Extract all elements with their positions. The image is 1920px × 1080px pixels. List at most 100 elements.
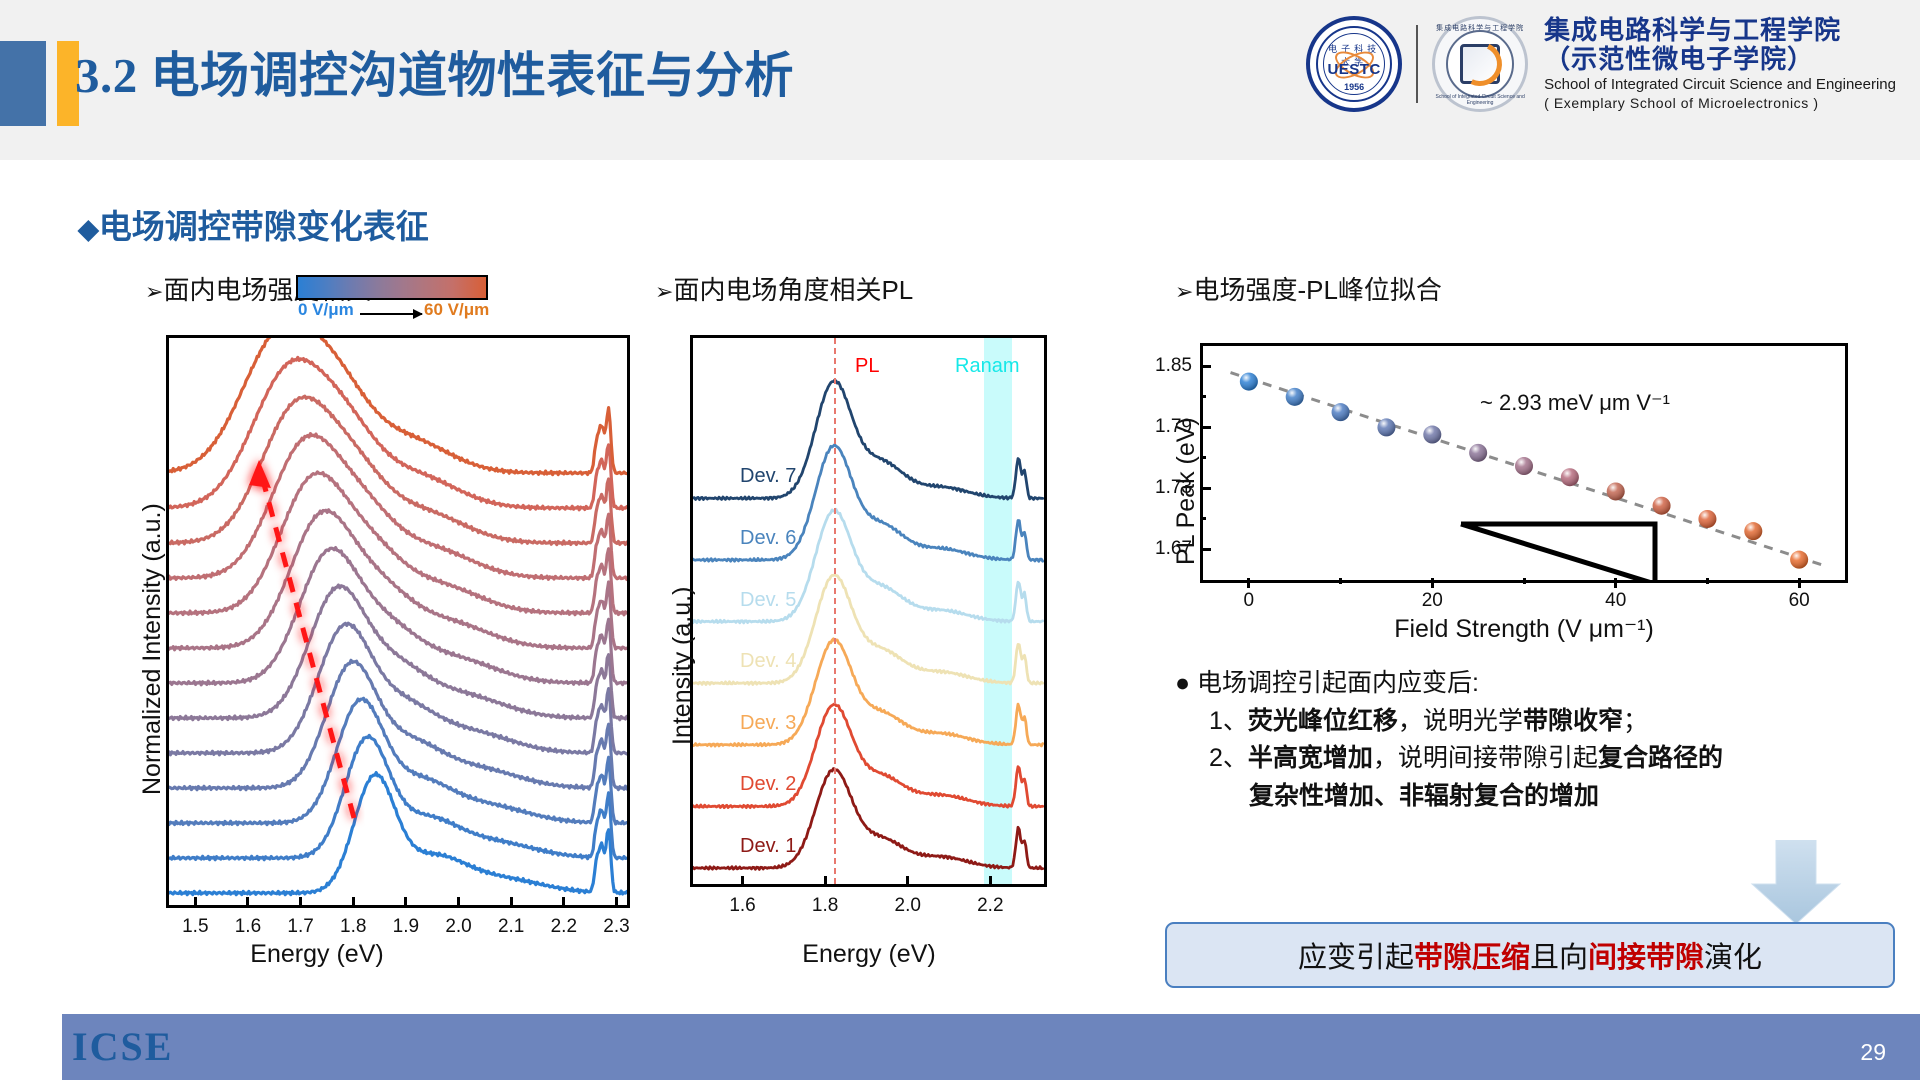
chart3-ytick-mark — [1200, 547, 1211, 551]
page-title: 3.2 电场调控沟道物性表征与分析 — [75, 48, 795, 103]
chart3-xtick: 20 — [1421, 590, 1443, 611]
chart2-xtick: 1.8 — [811, 895, 839, 916]
chart1-curve — [169, 583, 627, 722]
uestc-logo-inner: 电子科技大学 UESTC 1956 — [1323, 33, 1386, 96]
chart1-xtick: 2.0 — [445, 916, 472, 937]
chart1-curve — [169, 658, 627, 792]
chart1-xtick-mark — [509, 897, 513, 908]
finding-1-mid: ，说明光学 — [1397, 706, 1523, 735]
chart3-point-gloss — [1652, 496, 1671, 515]
chart2-xtick-mark — [823, 876, 827, 887]
finding-1-bold-b: 带隙收窄 — [1522, 706, 1623, 735]
chart2-svg — [693, 378, 1044, 871]
chart2-raman-label: Ranam — [955, 355, 1020, 377]
chart3-ytick-minor — [1200, 456, 1206, 460]
chart1-curve — [169, 432, 627, 582]
chart1-curve — [169, 394, 627, 547]
chart3-point-gloss — [1469, 443, 1488, 462]
chart1-xtick-mark — [246, 897, 250, 908]
chart3-ytick: 1.73 — [1155, 477, 1192, 499]
chart1-yaxis-label: Normalized Intensity (a.u.) — [138, 503, 166, 795]
chart3-ytick: 1.79 — [1155, 416, 1192, 438]
chart3-data-points — [1239, 372, 1809, 569]
chart2-curve — [693, 637, 1044, 748]
chart3-yaxis-label: PL Peak (eV) — [1172, 417, 1200, 565]
diamond-bullet-icon: ◆ — [78, 214, 99, 244]
panel2-title-text: 面内电场角度相关PL — [673, 275, 914, 305]
header-logo-group: 电子科技大学 UESTC 1956 集成电路科学与工程学院 School of … — [1306, 15, 1896, 113]
chart2-series-label: Dev. 1 — [740, 835, 797, 857]
chart3-ytick-minor — [1200, 517, 1206, 521]
chart2-raman-band — [984, 338, 1012, 884]
panel3-title-text: 电场强度-PL峰位拟合 — [1193, 275, 1442, 305]
finding-1-number: 1、 — [1209, 706, 1248, 735]
chart2-xtick: 2.2 — [977, 895, 1004, 916]
section-heading-text: 电场调控带隙变化表征 — [98, 208, 429, 245]
finding-2-number: 2、 — [1209, 744, 1248, 772]
chart2-series-label: Dev. 3 — [740, 711, 797, 734]
chart3-point-gloss — [1377, 418, 1396, 437]
chart2-xtick-mark — [741, 876, 745, 887]
chart2-xtick: 1.6 — [729, 895, 756, 916]
uestc-logo-year: 1956 — [1344, 82, 1365, 93]
chart1-svg — [169, 338, 627, 897]
icse-logo-ring — [1446, 30, 1515, 99]
finding-1-tail: ； — [1622, 706, 1648, 735]
finding-2-bold-c: 复杂性增加、非辐射复合的增加 — [1249, 781, 1600, 810]
chart1-curve — [169, 621, 627, 757]
chart1-curve — [169, 508, 627, 652]
chart3-point-gloss — [1560, 468, 1579, 487]
icse-logo-cn-arc: 集成电路科学与工程学院 — [1436, 25, 1525, 33]
footer-left-block — [0, 1014, 62, 1080]
conclusion-highlight-2: 间接带隙 — [1588, 942, 1705, 974]
conclusion-highlight-1: 带隙压缩 — [1413, 942, 1530, 974]
uestc-logo-ring — [1316, 26, 1393, 103]
chart3-point-gloss — [1285, 387, 1304, 406]
school-name-cn-line1: 集成电路科学与工程学院 — [1544, 15, 1842, 45]
finding-item-1: 1、荧光峰位红移，说明光学带隙收窄； — [1175, 703, 1895, 741]
conclusion-pre: 应变引起 — [1297, 942, 1414, 974]
chart1-xtick: 1.9 — [392, 916, 420, 937]
chart1-xtick: 1.5 — [182, 916, 209, 937]
chart3-point-gloss — [1423, 425, 1442, 444]
finding-1-bold-a: 荧光峰位红移 — [1247, 706, 1398, 735]
chart3-svg — [1230, 371, 1828, 580]
chart3-xtick-minor — [1339, 578, 1343, 584]
chart2-curve — [693, 378, 1044, 501]
chart1-xtick-mark — [562, 897, 566, 908]
finding-2-bold-b: 复合路径的 — [1597, 744, 1723, 772]
chart1-curve — [169, 771, 627, 897]
chart1-colorbar — [296, 275, 488, 300]
findings-list: ● 电场调控引起面内应变后: 1、荧光峰位红移，说明光学带隙收窄； 2、半高宽增… — [1175, 665, 1895, 815]
chart3-plot-area — [1200, 343, 1848, 583]
chart3-xtick-minor — [1705, 578, 1709, 584]
chart1-trend-arrow-icon — [249, 460, 357, 819]
chart2-series-label: Dev. 2 — [740, 773, 797, 796]
chart1-xtick: 1.8 — [340, 916, 367, 937]
arrow-bullet-icon: ➢ — [145, 279, 164, 304]
chart3-xtick-mark — [1247, 578, 1251, 588]
chart2-curve — [693, 702, 1044, 810]
chart3-point-gloss — [1790, 550, 1809, 569]
finding-item-2: 2、半高宽增加，说明间接带隙引起复合路径的 — [1175, 740, 1895, 778]
chart3-point-gloss — [1239, 372, 1258, 391]
chart3-ytick-mark — [1200, 364, 1211, 368]
chart1-xtick-mark — [457, 897, 461, 908]
chart1-xaxis-label: Energy (eV) — [250, 940, 384, 968]
chart2-pl-label: PL — [855, 355, 880, 377]
finding-2-bold-a: 半高宽增加 — [1247, 744, 1373, 772]
uestc-logo: 电子科技大学 UESTC 1956 — [1306, 16, 1403, 113]
school-name-en-line2: ( Exemplary School of Microelectronics ) — [1544, 94, 1819, 111]
chart3-point-gloss — [1744, 522, 1763, 541]
chart1-xtick-mark — [351, 897, 355, 908]
chart3-xtick-mark — [1430, 578, 1434, 588]
chart3-xtick-mark — [1614, 578, 1618, 588]
chart1-curve — [169, 470, 627, 617]
chart1-xtick-mark — [614, 897, 618, 908]
conclusion-post: 演化 — [1704, 942, 1763, 974]
chart2-series-label: Dev. 4 — [740, 650, 797, 673]
chart2-series-label: Dev. 7 — [740, 465, 797, 488]
chart3-point-gloss — [1515, 457, 1533, 476]
footer-logo: ICSE — [72, 1024, 174, 1069]
uestc-logo-cn-text: 电子科技大学 — [1328, 44, 1381, 68]
